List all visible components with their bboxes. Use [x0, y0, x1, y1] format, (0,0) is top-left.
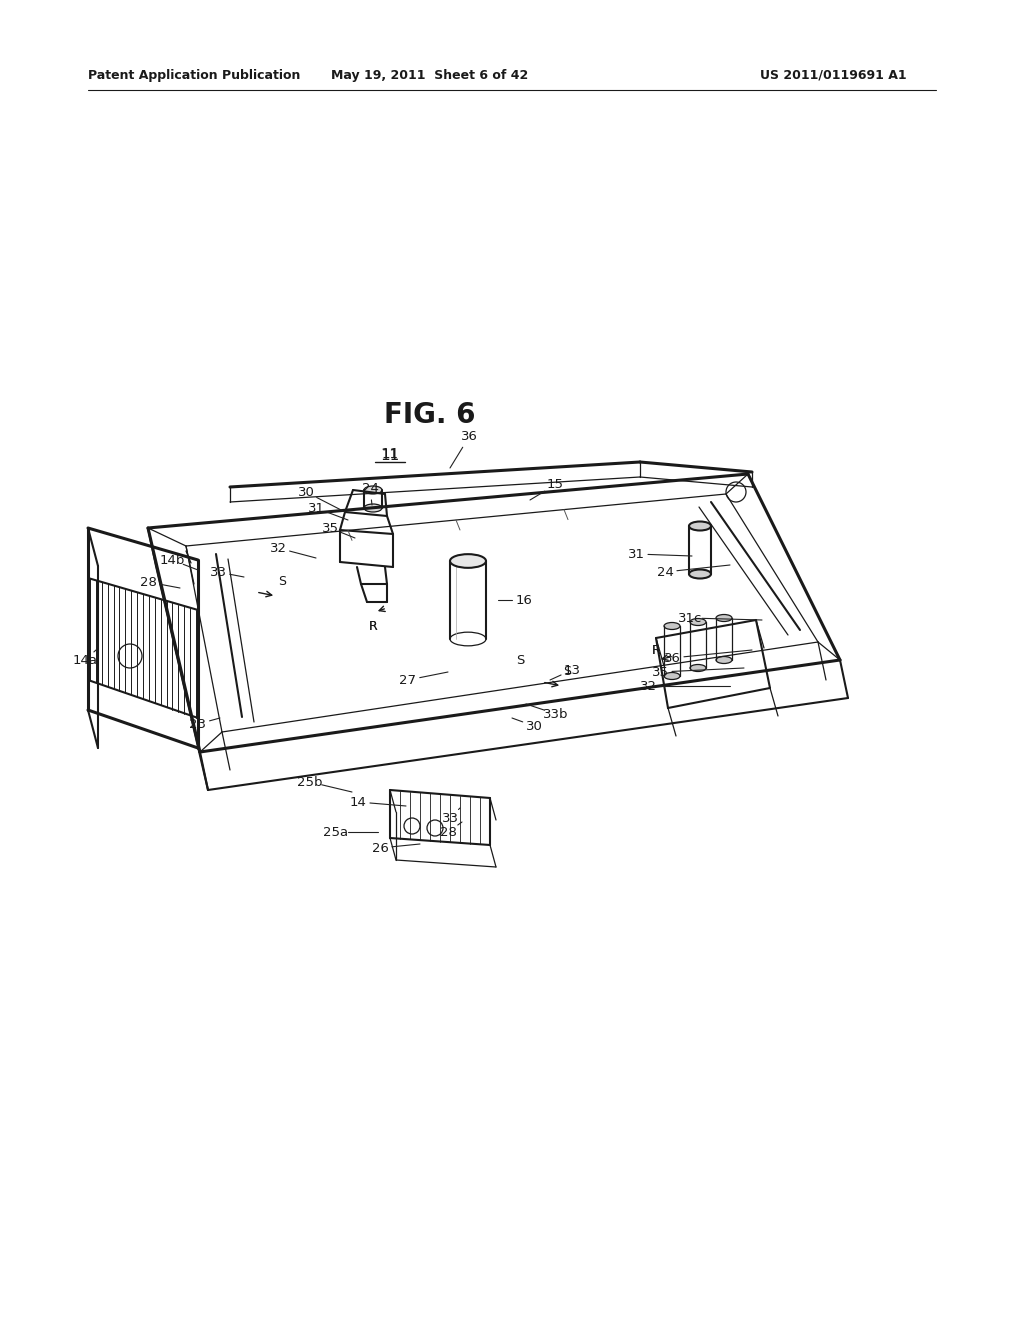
- Text: 26: 26: [372, 842, 388, 854]
- Ellipse shape: [664, 623, 680, 630]
- Text: 28: 28: [139, 576, 157, 589]
- Ellipse shape: [664, 672, 680, 680]
- Text: 32: 32: [640, 680, 656, 693]
- Text: 25b: 25b: [297, 776, 323, 788]
- Text: 11: 11: [380, 447, 399, 462]
- Text: May 19, 2011  Sheet 6 of 42: May 19, 2011 Sheet 6 of 42: [332, 69, 528, 82]
- Text: 36: 36: [461, 430, 477, 444]
- Text: R: R: [369, 620, 378, 634]
- Ellipse shape: [689, 569, 711, 578]
- Text: 11: 11: [382, 449, 398, 462]
- Text: 36: 36: [664, 652, 680, 664]
- Text: S: S: [563, 665, 571, 678]
- Text: 33: 33: [441, 812, 459, 825]
- Text: 14: 14: [349, 796, 367, 808]
- Text: 31c: 31c: [678, 611, 702, 624]
- Text: 32: 32: [269, 541, 287, 554]
- Ellipse shape: [689, 521, 711, 531]
- Ellipse shape: [364, 486, 382, 494]
- Text: 33b: 33b: [544, 708, 568, 721]
- Text: 27: 27: [399, 673, 417, 686]
- Ellipse shape: [690, 664, 706, 672]
- Text: US 2011/0119691 A1: US 2011/0119691 A1: [760, 69, 906, 82]
- Text: 25a: 25a: [324, 825, 348, 838]
- Text: 31: 31: [628, 548, 644, 561]
- Ellipse shape: [364, 504, 382, 512]
- Text: 33: 33: [210, 565, 226, 578]
- Text: R: R: [651, 644, 660, 656]
- Ellipse shape: [450, 554, 486, 568]
- Text: 35: 35: [322, 521, 339, 535]
- Text: 30: 30: [525, 719, 543, 733]
- Text: 14b: 14b: [160, 553, 184, 566]
- Text: 28: 28: [439, 825, 457, 838]
- Text: R: R: [369, 620, 378, 634]
- Text: Patent Application Publication: Patent Application Publication: [88, 69, 300, 82]
- Text: 13: 13: [563, 664, 581, 676]
- Text: FIG. 6: FIG. 6: [384, 401, 476, 429]
- Text: 14a: 14a: [73, 653, 97, 667]
- Text: 24: 24: [361, 482, 379, 495]
- Ellipse shape: [716, 615, 732, 622]
- Text: R: R: [651, 644, 660, 656]
- Text: 24: 24: [656, 565, 674, 578]
- Ellipse shape: [690, 619, 706, 626]
- Ellipse shape: [716, 656, 732, 664]
- Text: 30: 30: [298, 486, 314, 499]
- Text: S: S: [278, 576, 286, 587]
- Text: 31: 31: [307, 502, 325, 515]
- Text: 15: 15: [547, 479, 563, 491]
- Text: S: S: [516, 653, 524, 667]
- Text: 23: 23: [189, 718, 207, 730]
- Text: 35: 35: [651, 665, 669, 678]
- Text: 16: 16: [515, 594, 532, 606]
